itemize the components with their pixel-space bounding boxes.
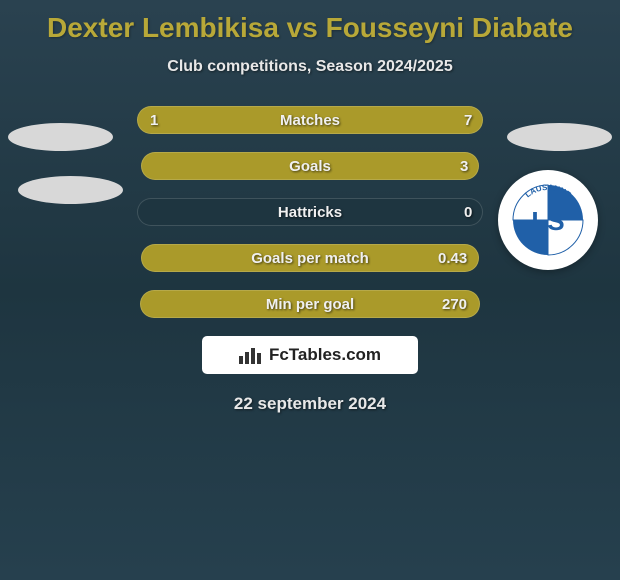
stat-label: Matches — [280, 112, 340, 129]
stat-label: Min per goal — [266, 296, 354, 313]
stat-bar-row: Goals per match 0.43 — [0, 244, 620, 272]
stat-value-left: 1 — [150, 112, 158, 129]
stat-bar-row: Goals 3 — [0, 152, 620, 180]
stat-label: Hattricks — [278, 204, 342, 221]
fctables-label: FcTables.com — [269, 345, 381, 365]
stat-value-right: 3 — [460, 158, 468, 175]
stat-bar-row: Matches 1 7 — [0, 106, 620, 134]
stat-value-right: 0.43 — [438, 250, 467, 267]
fctables-chart-icon — [239, 346, 263, 364]
comparison-date: 22 september 2024 — [0, 394, 620, 414]
stats-bars-container: Matches 1 7 Goals 3 Hattricks 0 Goals per match… — [0, 106, 620, 318]
stat-label: Goals — [289, 158, 331, 175]
stat-bar-row: Hattricks 0 — [0, 198, 620, 226]
stat-value-right: 7 — [464, 112, 472, 129]
stat-bar-row: Min per goal 270 — [0, 290, 620, 318]
fctables-badge: FcTables.com — [202, 336, 418, 374]
comparison-title: Dexter Lembikisa vs Fousseyni Diabate — [0, 0, 620, 44]
stat-value-right: 270 — [442, 296, 467, 313]
season-subtitle: Club competitions, Season 2024/2025 — [0, 58, 620, 76]
stat-label: Goals per match — [251, 250, 369, 267]
stat-value-right: 0 — [464, 204, 472, 221]
